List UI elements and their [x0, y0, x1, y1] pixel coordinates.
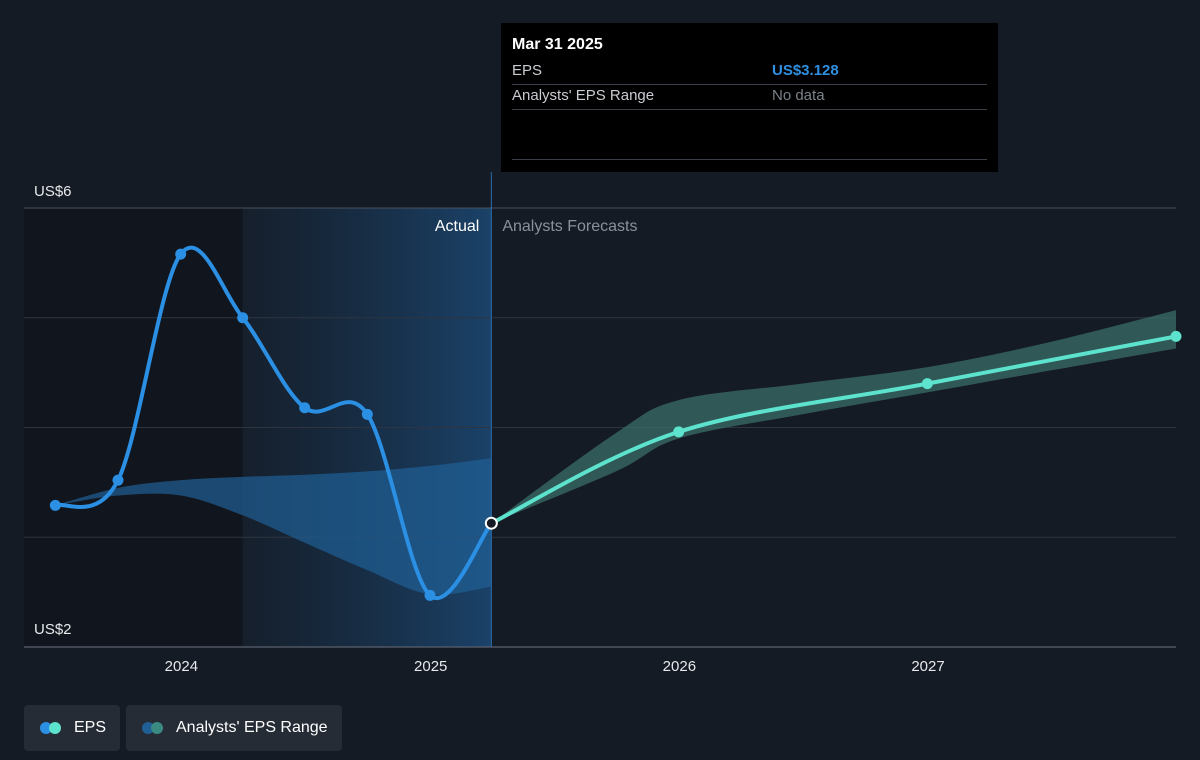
- eps-point-forecast: [921, 378, 933, 390]
- eps-point-actual: [49, 499, 61, 511]
- range-band-actual: [55, 458, 492, 595]
- region-label-actual: Actual: [435, 218, 479, 235]
- eps-forecast-dot: [49, 722, 61, 734]
- legend-range-toggle[interactable]: Analysts' EPS Range: [126, 705, 342, 751]
- x-tick-label: 2024: [165, 658, 198, 675]
- tooltip-spacer-row: [512, 109, 987, 160]
- x-tick-label: 2025: [414, 658, 447, 675]
- eps-point-actual: [237, 312, 249, 324]
- eps-point-forecast: [673, 426, 685, 438]
- tooltip-row-eps: EPS US$3.128: [512, 59, 987, 85]
- eps-point-actual: [112, 474, 124, 486]
- eps-point-actual: [424, 589, 436, 601]
- eps-point-actual: [299, 402, 311, 414]
- eps-point-actual: [361, 408, 373, 420]
- eps-line-forecast: [489, 334, 1178, 526]
- tooltip-range-value: No data: [772, 87, 825, 104]
- legend-eps-label: EPS: [74, 719, 107, 736]
- x-tick-label: 2027: [911, 658, 944, 675]
- legend-range-label: Analysts' EPS Range: [176, 719, 328, 736]
- eps-hover-point: [484, 516, 498, 530]
- tooltip-eps-label: EPS: [512, 62, 543, 79]
- hover-tooltip: Mar 31 2025 EPS US$3.128 Analysts' EPS R…: [501, 23, 998, 172]
- x-tick-label: 2026: [663, 658, 696, 675]
- y-axis-label-top: US$6: [34, 183, 72, 200]
- region-label-forecast: Analysts Forecasts: [502, 218, 637, 235]
- eps-line-actual: [53, 245, 494, 601]
- range-band-forecast: [491, 310, 1176, 524]
- tooltip-eps-value: US$3.128: [772, 62, 839, 79]
- tooltip-row-range: Analysts' EPS Range No data: [512, 84, 987, 110]
- legend-eps-toggle[interactable]: EPS: [24, 705, 120, 751]
- eps-point-forecast: [1170, 330, 1182, 342]
- range-forecast-dot: [151, 722, 163, 734]
- eps-dots-icon: [40, 722, 64, 734]
- range-dots-icon: [142, 722, 166, 734]
- eps-point-actual: [175, 248, 187, 260]
- tooltip-date: Mar 31 2025: [512, 36, 603, 53]
- tooltip-range-label: Analysts' EPS Range: [512, 87, 655, 104]
- y-axis-label-bottom: US$2: [34, 621, 72, 638]
